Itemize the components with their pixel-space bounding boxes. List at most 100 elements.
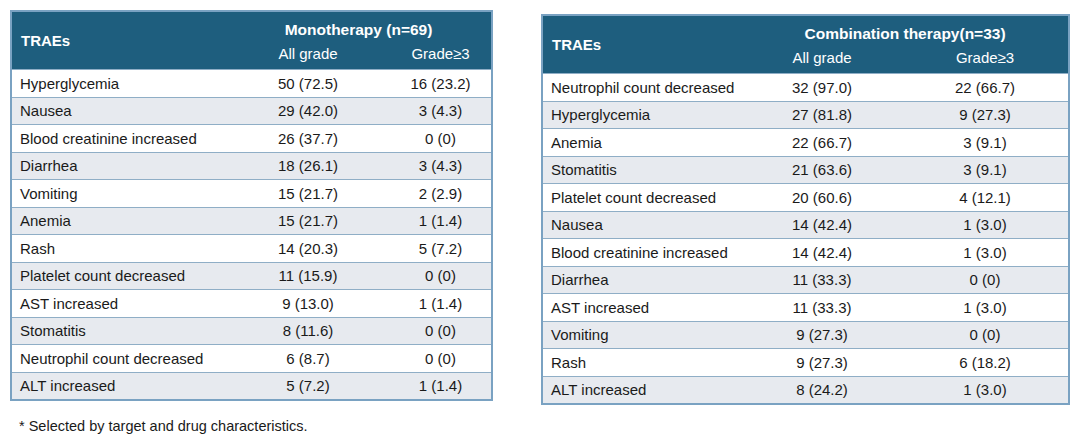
traes-column-header: TRAEs xyxy=(11,11,226,70)
table-row: Blood creatinine increased 14 (42.4) 1 (… xyxy=(542,239,1069,267)
trae-name: Vomiting xyxy=(11,180,226,208)
grade3-value: 3 (4.3) xyxy=(390,97,492,125)
trae-name: Neutrophil count decreased xyxy=(542,74,742,102)
table-row: Vomiting 15 (21.7) 2 (2.9) xyxy=(11,180,492,208)
grade3-value: 1 (1.4) xyxy=(390,207,492,235)
table-row: Hyperglycemia 27 (81.8) 9 (27.3) xyxy=(542,101,1069,129)
all-grade-value: 22 (66.7) xyxy=(742,129,902,157)
grade3-value: 0 (0) xyxy=(390,262,492,290)
table-row: Anemia 22 (66.7) 3 (9.1) xyxy=(542,129,1069,157)
trae-name: ALT increased xyxy=(542,376,742,404)
trae-name: Neutrophil count decreased xyxy=(11,345,226,373)
all-grade-value: 32 (97.0) xyxy=(742,74,902,102)
trae-name: Diarrhea xyxy=(542,266,742,294)
trae-name: Anemia xyxy=(542,129,742,157)
grade3-value: 5 (7.2) xyxy=(390,235,492,263)
all-grade-value: 26 (37.7) xyxy=(226,125,390,153)
table-row: Stomatitis 8 (11.6) 0 (0) xyxy=(11,317,492,345)
combination-table-header: TRAEs Combination therapy(n=33) All grad… xyxy=(542,15,1069,74)
all-grade-column-header: All grade xyxy=(742,45,902,74)
table-row: Rash 14 (20.3) 5 (7.2) xyxy=(11,235,492,263)
all-grade-value: 14 (20.3) xyxy=(226,235,390,263)
trae-name: Stomatitis xyxy=(542,156,742,184)
table-row: Anemia 15 (21.7) 1 (1.4) xyxy=(11,207,492,235)
grade3-value: 2 (2.9) xyxy=(390,180,492,208)
trae-name: Hyperglycemia xyxy=(11,70,226,98)
table-row: Neutrophil count decreased 32 (97.0) 22 … xyxy=(542,74,1069,102)
table-row: ALT increased 5 (7.2) 1 (1.4) xyxy=(11,372,492,400)
table-row: Platelet count decreased 11 (15.9) 0 (0) xyxy=(11,262,492,290)
trae-name: Vomiting xyxy=(542,321,742,349)
figure-canvas: TRAEs Monotherapy (n=69) All grade Grade… xyxy=(0,0,1080,434)
trae-name: Stomatitis xyxy=(11,317,226,345)
table-row: ALT increased 8 (24.2) 1 (3.0) xyxy=(542,376,1069,404)
all-grade-value: 9 (13.0) xyxy=(226,290,390,318)
all-grade-value: 29 (42.0) xyxy=(226,97,390,125)
trae-name: Blood creatinine increased xyxy=(542,239,742,267)
grade3-value: 0 (0) xyxy=(902,321,1069,349)
table-row: Platelet count decreased 20 (60.6) 4 (12… xyxy=(542,184,1069,212)
all-grade-value: 15 (21.7) xyxy=(226,207,390,235)
grade3-value: 3 (9.1) xyxy=(902,156,1069,184)
grade3-value: 1 (3.0) xyxy=(902,211,1069,239)
monotherapy-table-body: Hyperglycemia 50 (72.5) 16 (23.2) Nausea… xyxy=(11,70,492,401)
grade3-value: 16 (23.2) xyxy=(390,70,492,98)
header-row-group: TRAEs Combination therapy(n=33) xyxy=(542,15,1069,45)
all-grade-value: 18 (26.1) xyxy=(226,152,390,180)
trae-name: Anemia xyxy=(11,207,226,235)
combination-group-header: Combination therapy(n=33) xyxy=(742,15,1069,45)
grade3-value: 1 (3.0) xyxy=(902,376,1069,404)
traes-column-header: TRAEs xyxy=(542,15,742,74)
all-grade-value: 27 (81.8) xyxy=(742,101,902,129)
trae-name: ALT increased xyxy=(11,372,226,400)
table-row: Hyperglycemia 50 (72.5) 16 (23.2) xyxy=(11,70,492,98)
table-row: Blood creatinine increased 26 (37.7) 0 (… xyxy=(11,125,492,153)
grade3-value: 3 (4.3) xyxy=(390,152,492,180)
footnote: * Selected by target and drug characteri… xyxy=(19,418,1080,434)
all-grade-value: 9 (27.3) xyxy=(742,349,902,377)
all-grade-value: 11 (15.9) xyxy=(226,262,390,290)
grade3-value: 0 (0) xyxy=(902,266,1069,294)
table-row: Nausea 14 (42.4) 1 (3.0) xyxy=(542,211,1069,239)
table-row: Stomatitis 21 (63.6) 3 (9.1) xyxy=(542,156,1069,184)
trae-name: Rash xyxy=(11,235,226,263)
trae-name: Hyperglycemia xyxy=(542,101,742,129)
header-row-group: TRAEs Monotherapy (n=69) xyxy=(11,11,492,41)
grade3-column-header: Grade≥3 xyxy=(902,45,1069,74)
all-grade-value: 21 (63.6) xyxy=(742,156,902,184)
all-grade-value: 8 (24.2) xyxy=(742,376,902,404)
combination-table-body: Neutrophil count decreased 32 (97.0) 22 … xyxy=(542,74,1069,405)
table-row: Diarrhea 11 (33.3) 0 (0) xyxy=(542,266,1069,294)
trae-name: Nausea xyxy=(11,97,226,125)
all-grade-value: 20 (60.6) xyxy=(742,184,902,212)
trae-name: AST increased xyxy=(11,290,226,318)
table-row: Neutrophil count decreased 6 (8.7) 0 (0) xyxy=(11,345,492,373)
all-grade-value: 9 (27.3) xyxy=(742,321,902,349)
trae-name: Platelet count decreased xyxy=(542,184,742,212)
trae-name: Nausea xyxy=(542,211,742,239)
monotherapy-table: TRAEs Monotherapy (n=69) All grade Grade… xyxy=(10,10,493,401)
grade3-value: 6 (18.2) xyxy=(902,349,1069,377)
all-grade-value: 11 (33.3) xyxy=(742,294,902,322)
table-row: Vomiting 9 (27.3) 0 (0) xyxy=(542,321,1069,349)
trae-name: Platelet count decreased xyxy=(11,262,226,290)
monotherapy-group-header: Monotherapy (n=69) xyxy=(226,11,492,41)
trae-name: Diarrhea xyxy=(11,152,226,180)
trae-name: Blood creatinine increased xyxy=(11,125,226,153)
table-row: Diarrhea 18 (26.1) 3 (4.3) xyxy=(11,152,492,180)
grade3-value: 1 (3.0) xyxy=(902,294,1069,322)
trae-name: Rash xyxy=(542,349,742,377)
all-grade-value: 8 (11.6) xyxy=(226,317,390,345)
grade3-column-header: Grade≥3 xyxy=(390,41,492,70)
trae-name: AST increased xyxy=(542,294,742,322)
combination-table: TRAEs Combination therapy(n=33) All grad… xyxy=(541,14,1070,405)
all-grade-value: 11 (33.3) xyxy=(742,266,902,294)
table-row: Rash 9 (27.3) 6 (18.2) xyxy=(542,349,1069,377)
grade3-value: 9 (27.3) xyxy=(902,101,1069,129)
grade3-value: 1 (1.4) xyxy=(390,290,492,318)
table-row: Nausea 29 (42.0) 3 (4.3) xyxy=(11,97,492,125)
grade3-value: 0 (0) xyxy=(390,125,492,153)
table-row: AST increased 11 (33.3) 1 (3.0) xyxy=(542,294,1069,322)
grade3-value: 0 (0) xyxy=(390,345,492,373)
grade3-value: 3 (9.1) xyxy=(902,129,1069,157)
